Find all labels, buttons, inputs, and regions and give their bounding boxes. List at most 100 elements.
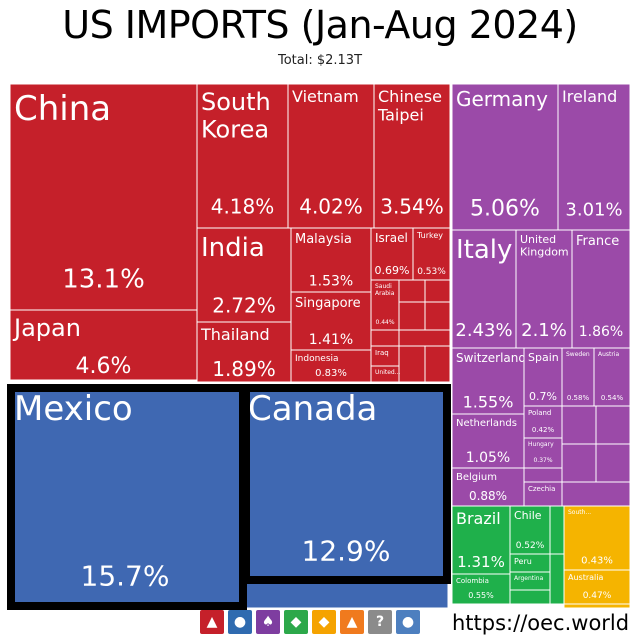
treemap-tile-israel[interactable]: Israel 0.69% (370, 227, 414, 281)
treemap-rect-united-kingdom[interactable] (515, 229, 573, 349)
treemap-tile-peru[interactable]: Peru (509, 553, 551, 573)
treemap-tile-other-0[interactable] (398, 279, 426, 303)
treemap-tile-other-1[interactable] (424, 279, 451, 303)
treemap-rect-indonesia[interactable] (290, 349, 372, 383)
treemap-tile-other-16[interactable] (509, 589, 551, 605)
treemap-tile-australia[interactable]: Australia 0.47% (563, 569, 631, 605)
asia-icon[interactable]: ▲ (200, 610, 224, 634)
treemap-tile-iraq[interactable]: Iraq (370, 345, 400, 367)
treemap-tile-thailand[interactable]: Thailand 1.89% (196, 321, 292, 383)
treemap-tile-other-7[interactable] (370, 329, 400, 347)
treemap-tile-south[interactable]: South... 0.43% (563, 505, 631, 571)
treemap-tile-other-3[interactable] (424, 301, 451, 331)
treemap-tile-france[interactable]: France 1.86% (571, 229, 631, 349)
treemap-rect-france[interactable] (571, 229, 631, 349)
treemap-tile-china[interactable]: China 13.1% (9, 83, 198, 311)
treemap-rect-spain[interactable] (523, 347, 563, 407)
treemap-rect-poland[interactable] (523, 405, 563, 439)
treemap-tile-spain[interactable]: Spain 0.7% (523, 347, 563, 407)
treemap-tile-other-12[interactable] (561, 481, 631, 507)
treemap-tile-austria[interactable]: Austria 0.54% (593, 347, 631, 407)
treemap-tile-india[interactable]: India 2.72% (196, 227, 292, 323)
treemap-rect-turkey[interactable] (412, 227, 451, 281)
treemap-tile-singapore[interactable]: Singapore 1.41% (290, 291, 372, 351)
treemap-rect-united[interactable] (370, 365, 400, 383)
treemap-label-poland: Poland (528, 409, 551, 417)
treemap-tile-italy[interactable]: Italy 2.43% (451, 229, 517, 349)
treemap-rect-colombia[interactable] (451, 573, 511, 605)
treemap-tile-poland[interactable]: Poland 0.42% (523, 405, 563, 439)
treemap-rect-italy[interactable] (451, 229, 517, 349)
treemap-tile-other-13[interactable] (523, 467, 563, 483)
treemap-tile-japan[interactable]: Japan 4.6% (9, 309, 198, 381)
treemap-rect-switzerland[interactable] (451, 347, 525, 415)
treemap-tile-chile[interactable]: Chile 0.52% (509, 505, 551, 555)
africa-icon[interactable]: ● (228, 610, 252, 634)
treemap-tile-czechia[interactable]: Czechia (523, 481, 563, 507)
treemap-rect-germany[interactable] (451, 83, 559, 231)
treemap-value-mexico: 15.7% (81, 560, 170, 593)
treemap-tile-ireland[interactable]: Ireland 3.01% (557, 83, 631, 231)
treemap-tile-sweden[interactable]: Sweden 0.58% (561, 347, 595, 407)
treemap-rect-austria[interactable] (593, 347, 631, 407)
treemap-tile-vietnam[interactable]: Vietnam 4.02% (287, 83, 375, 229)
treemap-tile-switzerland[interactable]: Switzerland 1.55% (451, 347, 526, 415)
treemap-rect-mexico[interactable] (9, 383, 241, 609)
treemap-tile-argentina[interactable]: Argentina (509, 571, 551, 591)
treemap-tile-netherlands[interactable]: Netherlands 1.05% (451, 413, 525, 469)
treemap-rect-sweden[interactable] (561, 347, 595, 407)
other-icon[interactable]: ● (396, 610, 420, 634)
treemap-tile-other-2[interactable] (398, 301, 426, 331)
treemap-tile-other-9[interactable] (595, 405, 631, 445)
treemap-rect-canada[interactable] (243, 383, 449, 581)
treemap-tile-other-15[interactable] (549, 553, 565, 605)
treemap-tile-colombia[interactable]: Colombia 0.55% (451, 573, 511, 605)
source-link[interactable]: https://oec.world (452, 611, 630, 635)
treemap-tile-turkey[interactable]: Turkey 0.53% (412, 227, 451, 281)
treemap-tile-other-5[interactable] (398, 345, 426, 383)
treemap-rect-malaysia[interactable] (290, 227, 372, 293)
treemap-rect-south[interactable] (563, 505, 631, 571)
treemap-tile-germany[interactable]: Germany 5.06% (451, 83, 559, 231)
treemap-tile-canada[interactable]: Canada 12.9% (243, 383, 449, 581)
treemap-rect-australia[interactable] (563, 569, 631, 605)
treemap-rect-czechia[interactable] (523, 481, 563, 507)
treemap-tile-indonesia[interactable]: Indonesia 0.83% (290, 349, 372, 383)
treemap-tile-belgium[interactable]: Belgium 0.88% (451, 467, 525, 507)
treemap-rect-thailand[interactable] (196, 321, 292, 383)
treemap-rect-ireland[interactable] (557, 83, 631, 231)
oceania-icon[interactable]: ◆ (312, 610, 336, 634)
treemap-tile-hungary[interactable]: Hungary 0.37% (523, 437, 563, 469)
treemap-rect-chile[interactable] (509, 505, 551, 555)
treemap-tile-other-18[interactable] (243, 579, 449, 609)
treemap-rect-china[interactable] (9, 83, 198, 311)
treemap-tile-other-6[interactable] (424, 345, 451, 383)
treemap-value-colombia: 0.55% (468, 591, 494, 600)
treemap-tile-other-8[interactable] (561, 405, 597, 445)
europe-icon[interactable]: ♠ (256, 610, 280, 634)
treemap-tile-mexico[interactable]: Mexico 15.7% (9, 383, 241, 609)
north-america-icon[interactable]: ▲ (340, 610, 364, 634)
treemap-tile-other-4[interactable] (398, 329, 451, 347)
treemap-tile-other-11[interactable] (595, 443, 631, 483)
treemap-tile-other-14[interactable] (549, 505, 565, 555)
treemap-tile-other-10[interactable] (561, 443, 597, 483)
treemap-tile-brazil[interactable]: Brazil 1.31% (451, 505, 511, 575)
treemap-tile-malaysia[interactable]: Malaysia 1.53% (290, 227, 372, 293)
treemap-rect-hungary[interactable] (523, 437, 563, 469)
south-america-icon[interactable]: ◆ (284, 610, 308, 634)
region-legend[interactable]: ▲ ● ♠ ◆ ◆ ▲? ● (200, 610, 420, 636)
unknown-icon[interactable]: ? (368, 610, 392, 634)
treemap-rect-singapore[interactable] (290, 291, 372, 351)
treemap-value-hungary: 0.37% (533, 457, 552, 464)
treemap-rect-argentina[interactable] (509, 571, 551, 591)
treemap-value-singapore: 1.41% (309, 332, 353, 348)
treemap-rect-saudi-arabia[interactable] (370, 279, 400, 331)
treemap-tile-other-17[interactable] (563, 603, 631, 609)
treemap-rect-netherlands[interactable] (451, 413, 525, 469)
treemap-tile-united[interactable]: United... (370, 365, 401, 383)
